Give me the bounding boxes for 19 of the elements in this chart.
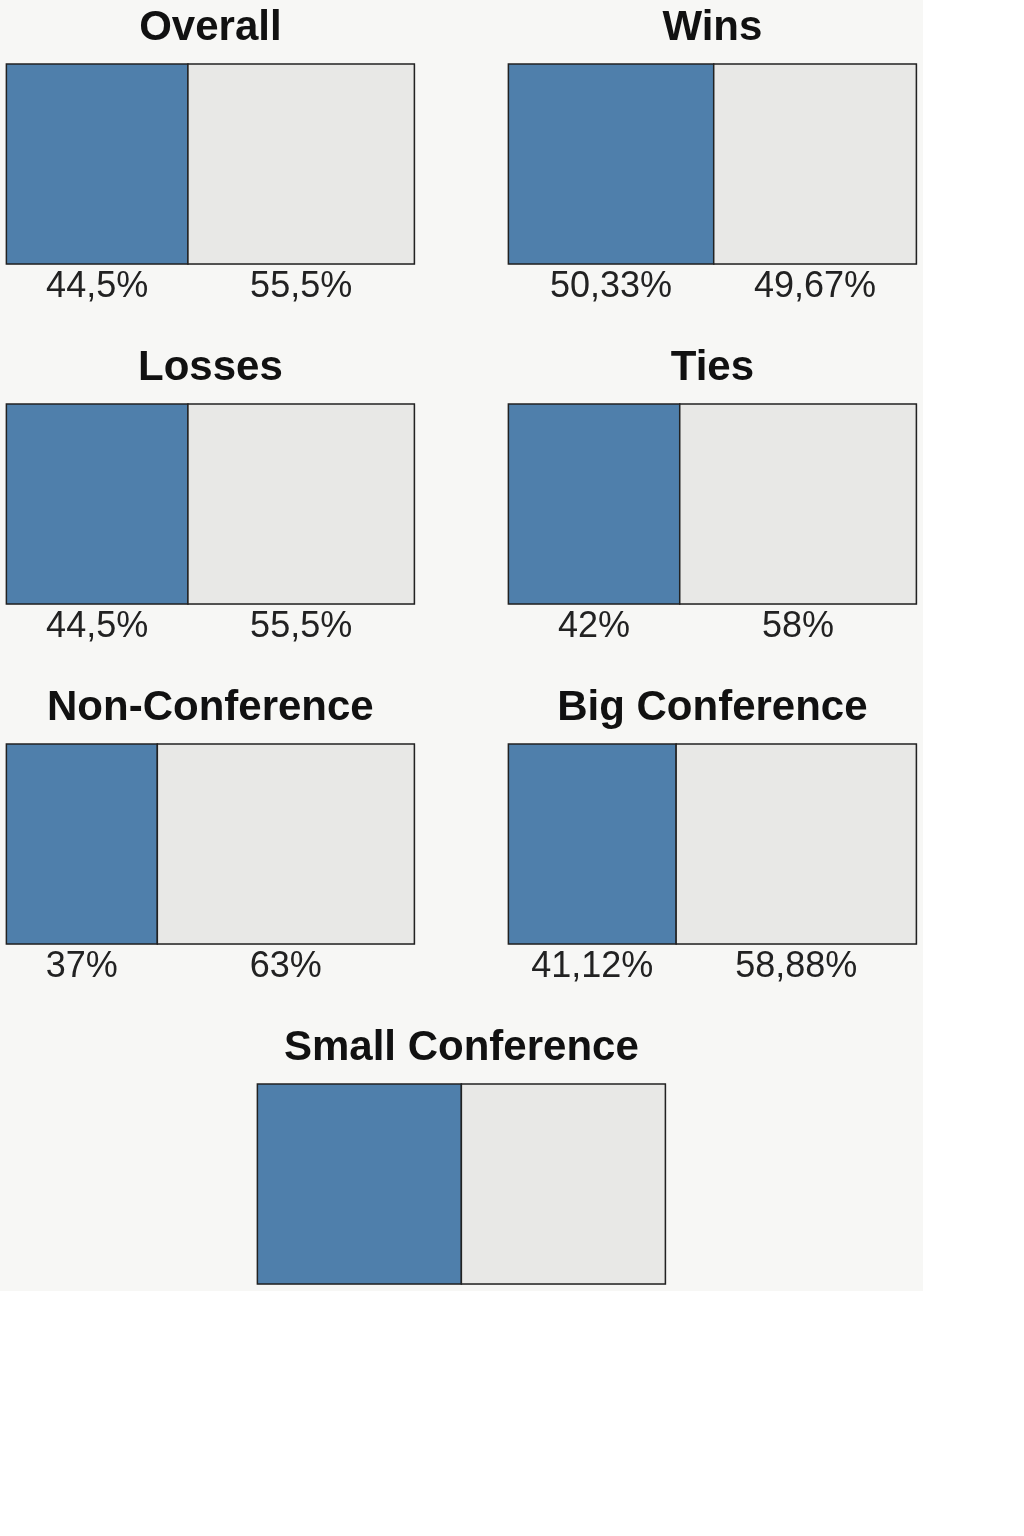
- data-label: 42%: [558, 604, 631, 645]
- chart-title: Non-Conference: [47, 682, 374, 730]
- data-label: 41,12%: [531, 944, 654, 985]
- chart-title: Small Conference: [283, 1022, 639, 1070]
- data-label: 55,5%: [250, 264, 353, 305]
- data-label: 50,33%: [549, 264, 673, 305]
- data-label: 37%: [45, 944, 118, 985]
- data-label: 44,5%: [46, 604, 149, 645]
- data-label: 58,88%: [735, 944, 858, 985]
- data-label: 44,5%: [46, 264, 149, 305]
- data-label: 63%: [249, 944, 322, 985]
- chart-title: Ties: [670, 342, 755, 390]
- data-label: 55,5%: [250, 604, 353, 645]
- data-label: 58%: [762, 604, 835, 645]
- chart-title: Big Conference: [557, 682, 868, 730]
- chart-title: Losses: [138, 342, 283, 390]
- data-label: 49,67%: [753, 264, 877, 305]
- chart-title: Wins: [662, 2, 763, 50]
- chart-title: Overall: [139, 2, 282, 50]
